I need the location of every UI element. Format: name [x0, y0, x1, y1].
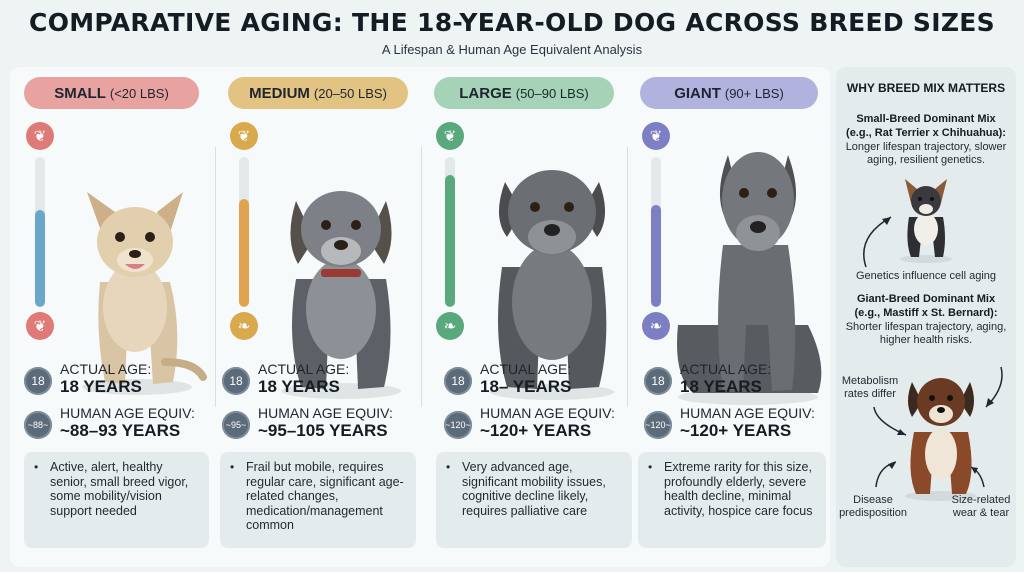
- actual-age-value: 18 YEARS: [680, 377, 762, 396]
- description-text: Extreme rarity for this size, profoundly…: [664, 460, 813, 518]
- actual-age-label: ACTUAL AGE:: [680, 361, 772, 377]
- great-dane-illustration: [677, 152, 822, 405]
- bullet-icon: •: [648, 460, 653, 474]
- small-mix-text: Longer lifespan trajectory, slower aging…: [845, 141, 1007, 166]
- size-label: GIANT: [674, 84, 721, 102]
- leaf-icon: ❧: [230, 312, 258, 340]
- large-dog-illustration: [490, 170, 614, 400]
- age-gauge: [445, 157, 455, 307]
- bullet-icon: •: [34, 460, 39, 474]
- human-age-badge: ~95~: [222, 411, 250, 439]
- small-mix-dog-illustration: [900, 179, 952, 263]
- size-range: (20–50 LBS): [313, 85, 387, 101]
- human-age-label: HUMAN AGE EQUIV:: [258, 405, 393, 421]
- age-gauge: [239, 157, 249, 307]
- page-title: COMPARATIVE AGING: THE 18-YEAR-OLD DOG A…: [29, 8, 995, 37]
- human-age-badge: ~120~: [644, 411, 672, 439]
- age-gauge-fill: [445, 175, 455, 307]
- size-pill-medium: MEDIUM (20–50 LBS): [228, 77, 408, 109]
- medium-dog-illustration: [281, 191, 401, 399]
- actual-age-label: ACTUAL AGE:: [480, 361, 572, 377]
- giant-mix-dog-illustration: [905, 378, 977, 501]
- description-card: • Frail but mobile, requires regular car…: [220, 452, 416, 548]
- leaf-icon: ❧: [642, 312, 670, 340]
- description-card: • Very advanced age, significant mobilit…: [436, 452, 632, 548]
- giant-mix-example: (e.g., Mastiff x St. Bernard):: [854, 307, 998, 319]
- size-pill-small: SMALL (<20 LBS): [24, 77, 199, 109]
- paw-icon: ❦: [26, 122, 54, 150]
- actual-age-label: ACTUAL AGE:: [60, 361, 152, 377]
- human-age-value: ~88–93 YEARS: [60, 421, 181, 440]
- metabolism-note: Metabolism rates differ: [841, 375, 899, 400]
- size-range: (90+ LBS): [724, 85, 784, 101]
- human-age-label: HUMAN AGE EQUIV:: [680, 405, 815, 421]
- actual-age-value: 18 YEARS: [258, 377, 340, 396]
- actual-age-badge: 18: [444, 367, 472, 395]
- sidebar-title: WHY BREED MIX MATTERS: [846, 81, 1006, 95]
- description-card: • Active, alert, healthy senior, small b…: [24, 452, 209, 548]
- paw-icon: ❦: [26, 312, 54, 340]
- age-gauge-fill: [651, 205, 661, 307]
- age-gauge: [35, 157, 45, 307]
- size-range: (<20 LBS): [109, 85, 169, 101]
- description-text: Very advanced age, significant mobility …: [462, 460, 606, 518]
- paw-icon: ❦: [230, 122, 258, 150]
- paw-icon: ❦: [642, 122, 670, 150]
- column-divider: [627, 147, 628, 407]
- actual-age-value: 18 YEARS: [60, 377, 142, 396]
- bullet-icon: •: [446, 460, 451, 474]
- small-mix-heading: Small-Breed Dominant Mix: [856, 113, 996, 125]
- description-card: • Extreme rarity for this size, profound…: [638, 452, 826, 548]
- leaf-icon: ❧: [436, 312, 464, 340]
- human-age-value: ~95–105 YEARS: [258, 421, 388, 440]
- size-label: LARGE: [459, 84, 512, 102]
- human-age-value: ~120+ YEARS: [680, 421, 792, 440]
- column-divider: [421, 147, 422, 407]
- size-pill-giant: GIANT (90+ LBS): [640, 77, 818, 109]
- size-pill-large: LARGE (50–90 LBS): [434, 77, 614, 109]
- column-large: LARGE (50–90 LBS) ❦ ❧: [422, 67, 627, 567]
- column-medium: MEDIUM (20–50 LBS) ❦ ❧: [216, 67, 421, 567]
- actual-age-badge: 18: [24, 367, 52, 395]
- human-age-value: ~120+ YEARS: [480, 421, 592, 440]
- genetics-note: Genetics influence cell aging: [855, 270, 997, 282]
- description-text: Frail but mobile, requires regular care,…: [246, 460, 404, 532]
- giant-mix-text: Shorter lifespan trajectory, aging, high…: [845, 321, 1007, 346]
- page-subtitle: A Lifespan & Human Age Equivalent Analys…: [381, 42, 643, 57]
- human-age-badge: ~120~: [444, 411, 472, 439]
- chihuahua-illustration: [82, 192, 207, 395]
- actual-age-label: ACTUAL AGE:: [258, 361, 350, 377]
- age-gauge-fill: [239, 199, 249, 307]
- actual-age-badge: 18: [222, 367, 250, 395]
- giant-mix-heading: Giant-Breed Dominant Mix: [856, 293, 996, 305]
- comparison-panel: SMALL (<20 LBS) ❦ ❦ MEDIUM (20–50 LBS): [10, 67, 830, 567]
- small-mix-example: (e.g., Rat Terrier x Chihuahua):: [846, 127, 1006, 139]
- actual-age-value: 18– YEARS: [480, 377, 572, 396]
- column-giant: GIANT (90+ LBS) ❦ ❧: [628, 67, 830, 567]
- disease-note: Disease predisposition: [839, 494, 907, 519]
- sidebar-arrows: [863, 216, 1003, 488]
- size-label: SMALL: [54, 84, 106, 102]
- wear-note: Size-related wear & tear: [951, 494, 1011, 519]
- human-age-label: HUMAN AGE EQUIV:: [60, 405, 195, 421]
- human-age-badge: ~88~: [24, 411, 52, 439]
- bullet-icon: •: [230, 460, 235, 474]
- paw-icon: ❦: [436, 122, 464, 150]
- size-range: (50–90 LBS): [515, 85, 589, 101]
- column-divider: [215, 147, 216, 407]
- breed-mix-sidebar: WHY BREED MIX MATTERS Small-Breed Domina…: [836, 67, 1016, 567]
- age-gauge: [651, 157, 661, 307]
- size-label: MEDIUM: [249, 84, 310, 102]
- column-small: SMALL (<20 LBS) ❦ ❦: [10, 67, 215, 567]
- age-gauge-fill: [35, 209, 45, 307]
- human-age-label: HUMAN AGE EQUIV:: [480, 405, 615, 421]
- actual-age-badge: 18: [644, 367, 672, 395]
- description-text: Active, alert, healthy senior, small bre…: [50, 460, 189, 518]
